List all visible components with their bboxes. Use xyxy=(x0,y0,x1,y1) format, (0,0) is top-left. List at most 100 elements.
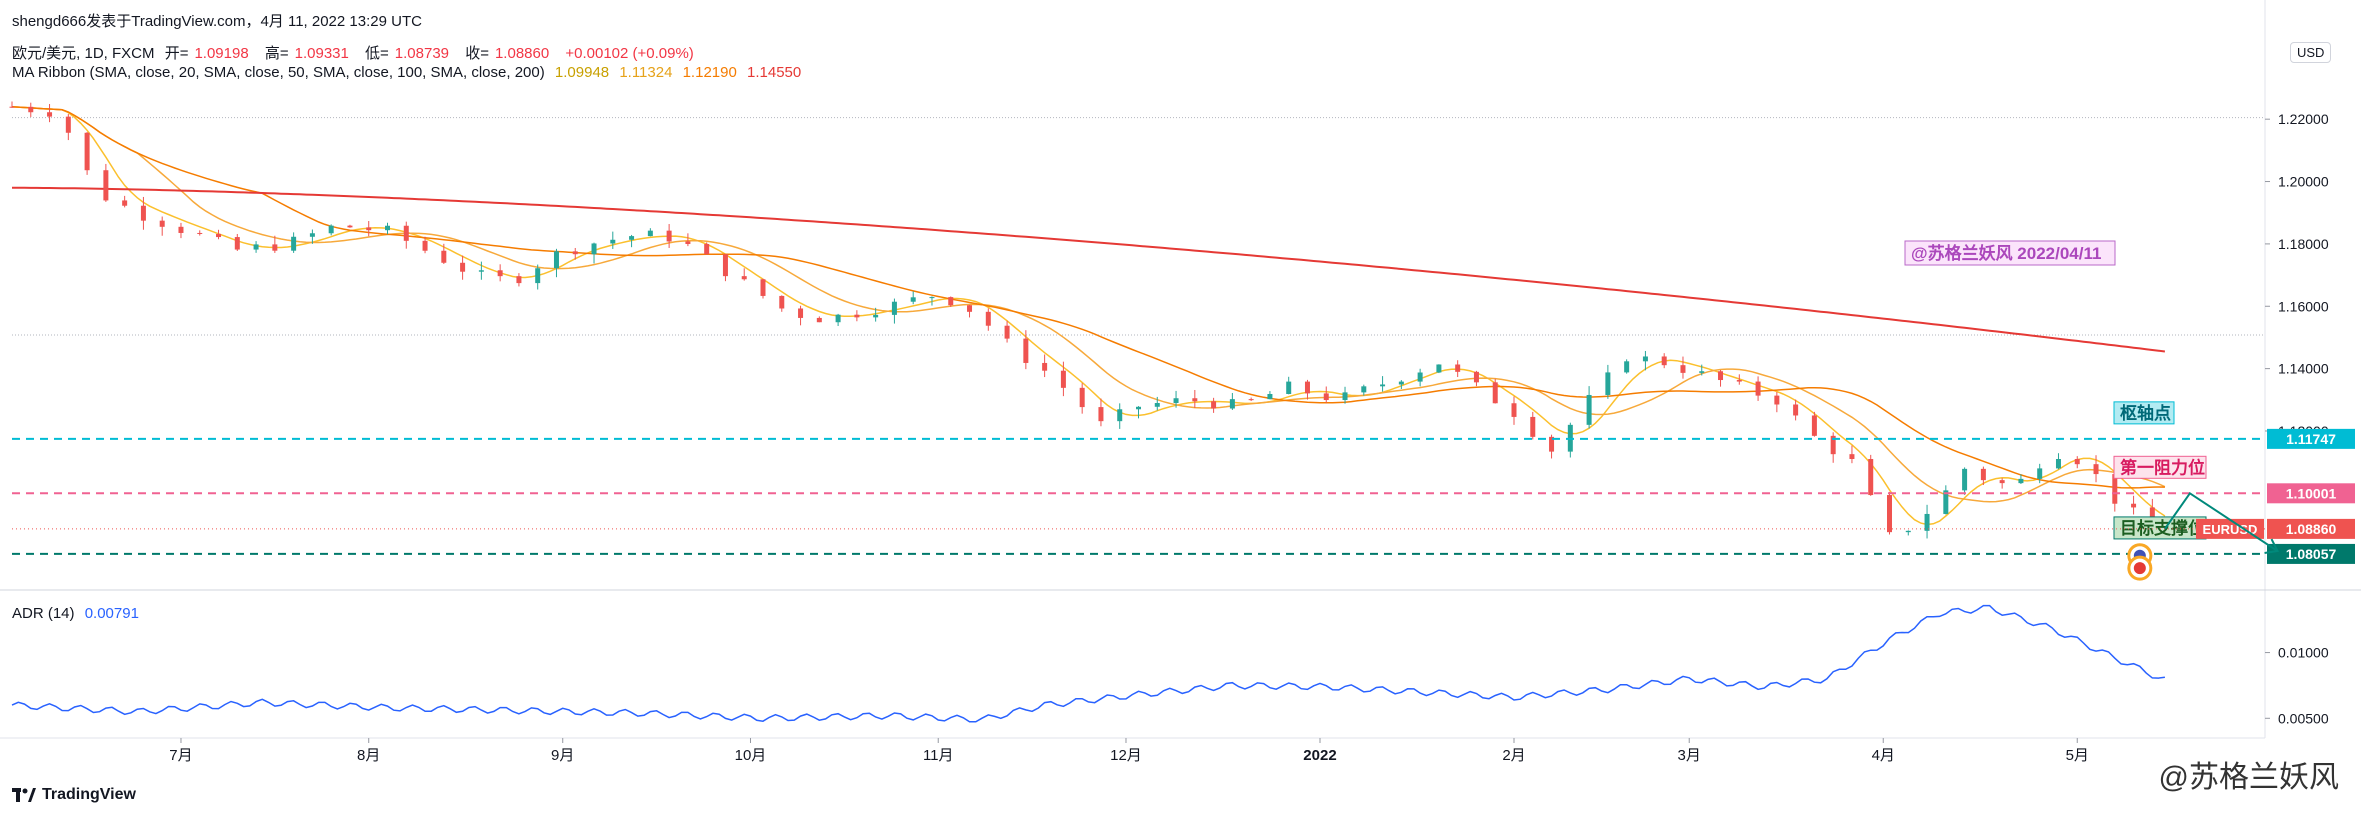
level-name-label: 枢轴点 xyxy=(2120,403,2171,423)
candle-up xyxy=(1398,381,1404,385)
level-price-tag xyxy=(2267,428,2355,449)
candle-down xyxy=(1680,365,1686,373)
candle-down xyxy=(722,254,728,277)
candle-down xyxy=(216,233,222,238)
candle-up xyxy=(1642,356,1648,362)
candle-down xyxy=(516,276,522,284)
candle-down xyxy=(2131,503,2137,508)
level-price-label: 1.10001 xyxy=(2286,485,2337,501)
candle-down xyxy=(1098,407,1104,422)
candle-down xyxy=(2093,464,2099,475)
publisher-line: shengd666发表于TradingView.com，4月 11, 2022 … xyxy=(12,10,428,31)
candle-up xyxy=(873,314,879,318)
candle-up xyxy=(1342,392,1348,401)
price-tick-label: 1.22000 xyxy=(2278,111,2329,127)
candle-down xyxy=(347,225,353,228)
candle-down xyxy=(65,116,71,133)
candle-down xyxy=(1323,393,1329,401)
candle-down xyxy=(779,295,785,309)
candle-up xyxy=(1267,393,1273,400)
adr-tick-label: 0.01000 xyxy=(2278,645,2329,661)
candle-down xyxy=(159,220,165,227)
candle-up xyxy=(1154,403,1160,407)
candle-up xyxy=(1361,386,1367,393)
candle-down xyxy=(572,251,578,255)
candle-down xyxy=(140,205,146,221)
candle-down xyxy=(1042,362,1048,371)
adr-line xyxy=(11,604,2165,723)
candle-up xyxy=(1924,513,1930,531)
candle-down xyxy=(854,314,860,318)
candle-up xyxy=(1173,398,1179,404)
candle-up xyxy=(929,297,935,299)
candle-down xyxy=(178,226,184,233)
currency-button[interactable]: USD xyxy=(2290,42,2332,63)
candle-down xyxy=(1999,480,2005,484)
candle-up xyxy=(478,270,484,272)
adr-tick-label: 0.00500 xyxy=(2278,710,2329,726)
event-flag-dot xyxy=(2133,562,2146,575)
candle-up xyxy=(1943,490,1949,514)
candle-down xyxy=(103,170,109,201)
candle-down xyxy=(1811,415,1817,436)
symbol-tag-label: EURUSD xyxy=(2203,522,2258,537)
candle-down xyxy=(816,317,822,323)
candle-down xyxy=(9,106,15,108)
candle-down xyxy=(1849,454,1855,459)
ma-ribbon-label[interactable]: MA Ribbon (SMA, close, 20, SMA, close, 5… xyxy=(12,64,545,81)
time-tick-label: 12月 xyxy=(1110,747,1142,764)
candle-up xyxy=(591,243,597,255)
ohlc-legend: 欧元/美元, 1D, FXCM 开= 1.09198 高= 1.09331 低= 1.… xyxy=(12,42,700,63)
change-value: +0.00102 (+0.09%) xyxy=(565,45,694,62)
candle-up xyxy=(1905,530,1911,533)
candle-down xyxy=(798,308,804,318)
candle-down xyxy=(1511,403,1517,417)
candle-down xyxy=(760,279,766,296)
candle-up xyxy=(253,244,259,250)
candle-up xyxy=(891,301,897,315)
time-tick-label: 4月 xyxy=(1872,747,1895,764)
ma100-line xyxy=(11,105,2165,489)
adr-label[interactable]: ADR (14) xyxy=(12,605,75,622)
ma50-line xyxy=(11,105,2166,503)
candle-down xyxy=(685,241,691,244)
candle-down xyxy=(403,225,409,241)
candle-down xyxy=(948,297,954,306)
candle-down xyxy=(1736,380,1742,382)
candle-down xyxy=(272,244,278,251)
candle-up xyxy=(1380,384,1386,387)
candle-down xyxy=(366,227,372,231)
candle-down xyxy=(1718,371,1724,381)
tradingview-logo[interactable]: TradingView xyxy=(12,786,136,804)
candle-down xyxy=(1248,399,1254,401)
candle-down xyxy=(1830,435,1836,455)
time-tick-label: 2月 xyxy=(1502,747,1525,764)
candle-down xyxy=(1023,338,1029,363)
candle-down xyxy=(1755,381,1761,396)
candle-up xyxy=(1699,371,1705,373)
candle-up xyxy=(1286,381,1292,394)
close-value: 1.08860 xyxy=(494,45,550,62)
high-value: 1.09331 xyxy=(294,45,349,62)
low-label: 低= xyxy=(365,45,389,62)
candle-down xyxy=(1304,381,1310,394)
candle-down xyxy=(967,305,973,312)
candle-down xyxy=(47,112,53,117)
time-tick-label: 3月 xyxy=(1678,747,1701,764)
candle-up xyxy=(553,251,559,269)
candle-down xyxy=(197,232,203,234)
adr-legend: ADR (14) 0.00791 xyxy=(12,605,145,622)
open-label: 开= xyxy=(164,45,189,62)
candle-down xyxy=(1211,401,1217,409)
symbol-label[interactable]: 欧元/美元, 1D, FXCM xyxy=(12,45,155,62)
level-price-tag xyxy=(2267,483,2355,504)
candle-up xyxy=(1586,394,1592,425)
annotation-text: @苏格兰妖风 2022/04/11 xyxy=(1911,243,2101,263)
candle-down xyxy=(1868,458,1874,496)
candle-down xyxy=(1079,387,1085,408)
candle-up xyxy=(1117,409,1123,422)
candle-up xyxy=(1605,372,1611,395)
candle-down xyxy=(704,243,710,255)
candle-down xyxy=(1793,404,1799,416)
